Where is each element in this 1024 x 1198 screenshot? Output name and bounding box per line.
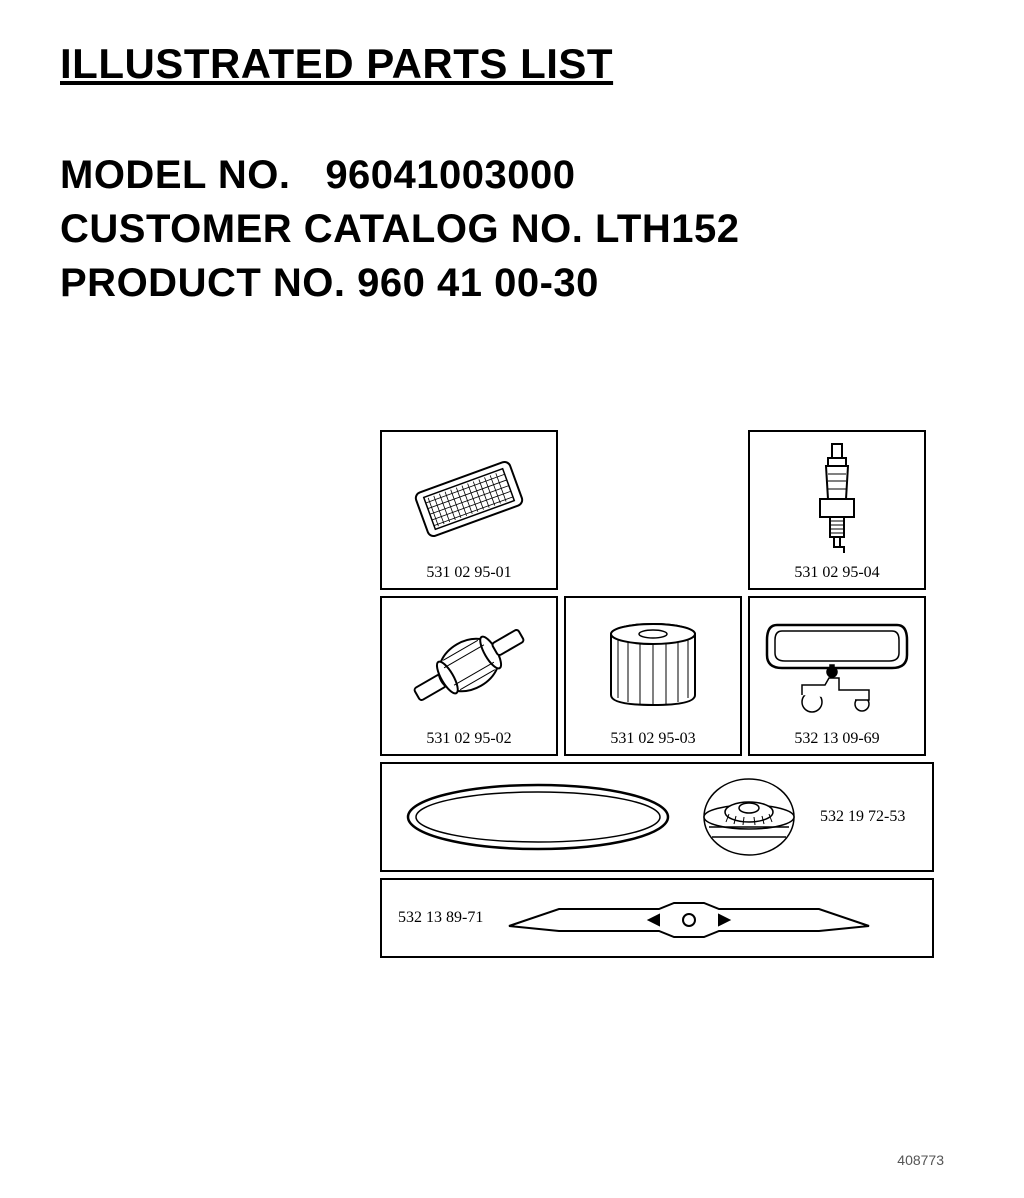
parts-row-4: 532 13 89-71: [380, 878, 940, 958]
product-value: 960 41 00-30: [357, 261, 599, 305]
mandrel-icon: [694, 772, 804, 862]
part-cell-blade: 532 13 89-71: [380, 878, 934, 958]
parts-row-3: 532 19 72-53: [380, 762, 940, 872]
parts-row-1: 531 02 95-01: [380, 430, 940, 590]
model-label: MODEL NO.: [60, 153, 290, 197]
fuel-filter-icon: [388, 604, 550, 726]
product-line: PRODUCT NO. 960 41 00-30: [60, 256, 964, 310]
model-line: MODEL NO. 96041003000: [60, 148, 964, 202]
part-cell-deck-belt: 532 19 72-53: [380, 762, 934, 872]
part-number: 531 02 95-04: [794, 564, 879, 582]
air-filter-icon: [388, 438, 550, 560]
deck-belt-icon: [398, 772, 678, 862]
model-value: 96041003000: [325, 153, 575, 197]
spark-plug-icon: [756, 438, 918, 560]
parts-row-2: 531 02 95-02: [380, 596, 940, 756]
spacer: [564, 430, 742, 590]
part-number: 531 02 95-03: [610, 730, 695, 748]
product-label: PRODUCT NO.: [60, 261, 346, 305]
parts-grid: 531 02 95-01: [380, 430, 940, 958]
document-number: 408773: [897, 1152, 944, 1168]
part-number: 532 19 72-53: [820, 808, 905, 826]
catalog-label: CUSTOMER CATALOG NO.: [60, 207, 583, 251]
part-cell-spark-plug: 531 02 95-04: [748, 430, 926, 590]
product-info-block: MODEL NO. 96041003000 CUSTOMER CATALOG N…: [60, 148, 964, 310]
page-title: ILLUSTRATED PARTS LIST: [60, 40, 964, 88]
blade-icon: [499, 891, 916, 946]
part-number: 531 02 95-01: [426, 564, 511, 582]
part-cell-oil-filter: 531 02 95-03: [564, 596, 742, 756]
oil-filter-icon: [572, 604, 734, 726]
part-cell-fuel-filter: 531 02 95-02: [380, 596, 558, 756]
part-cell-air-filter: 531 02 95-01: [380, 430, 558, 590]
part-number: 531 02 95-02: [426, 730, 511, 748]
part-number: 532 13 89-71: [398, 909, 483, 927]
part-cell-drive-belt: 532 13 09-69: [748, 596, 926, 756]
drive-belt-icon: [756, 604, 918, 726]
catalog-line: CUSTOMER CATALOG NO. LTH152: [60, 202, 964, 256]
part-number: 532 13 09-69: [794, 730, 879, 748]
catalog-value: LTH152: [595, 207, 740, 251]
